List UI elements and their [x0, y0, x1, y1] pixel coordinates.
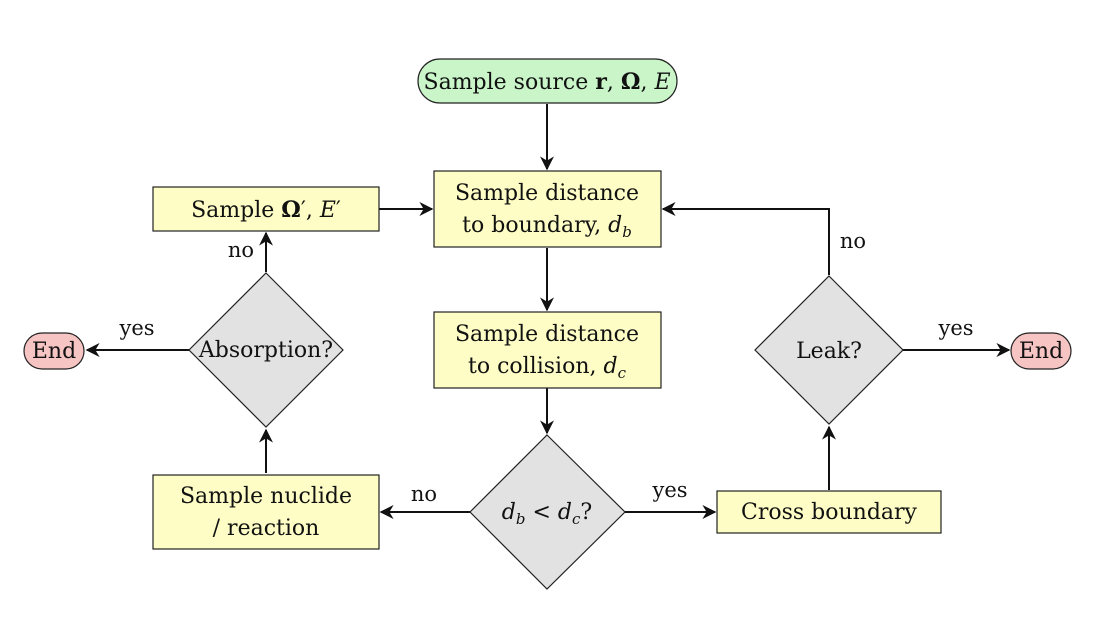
boundary-node-line1: Sample distance	[455, 181, 639, 206]
sample-omega-node: Sample Ω′, E′	[152, 186, 380, 232]
edge-label-compare-no: no	[411, 482, 437, 506]
cross-node-label: Cross boundary	[741, 500, 918, 525]
collision-node-line2: to collision, dc	[468, 354, 627, 382]
edge-leak-no-to-boundary	[661, 202, 830, 275]
nuclide-node-line1: Sample nuclide	[180, 484, 352, 509]
edge-label-absorption-no: no	[228, 238, 254, 262]
boundary-node: Sample distance to boundary, db	[433, 170, 662, 248]
edge-label-leak-no: no	[840, 229, 866, 253]
end-left-node: End	[23, 332, 85, 370]
start-node-label: Sample source r, Ω, E	[424, 69, 671, 95]
end-right-node: End	[1010, 332, 1072, 370]
leak-decision: Leak?	[754, 275, 904, 425]
cross-node: Cross boundary	[716, 490, 942, 534]
collision-node: Sample distance to collision, dc	[433, 311, 662, 389]
end-left-label: End	[32, 339, 76, 364]
boundary-node-line2: to boundary, db	[462, 213, 632, 241]
leak-decision-label: Leak?	[796, 339, 862, 364]
end-right-label: End	[1019, 339, 1063, 364]
compare-decision-label: db < dc?	[502, 500, 592, 528]
absorption-decision: Absorption?	[188, 272, 344, 428]
edge-label-absorption-yes: yes	[118, 316, 154, 340]
edge-label-compare-yes: yes	[651, 478, 687, 502]
collision-node-line1: Sample distance	[455, 322, 639, 347]
compare-decision: db < dc?	[469, 434, 626, 590]
nuclide-node: Sample nuclide / reaction	[152, 474, 380, 550]
sample-omega-label: Sample Ω′, E′	[191, 197, 341, 223]
start-node: Sample source r, Ω, E	[417, 58, 678, 104]
edge-label-leak-yes: yes	[937, 316, 973, 340]
absorption-decision-label: Absorption?	[198, 338, 333, 363]
nuclide-node-line2: / reaction	[213, 516, 320, 541]
